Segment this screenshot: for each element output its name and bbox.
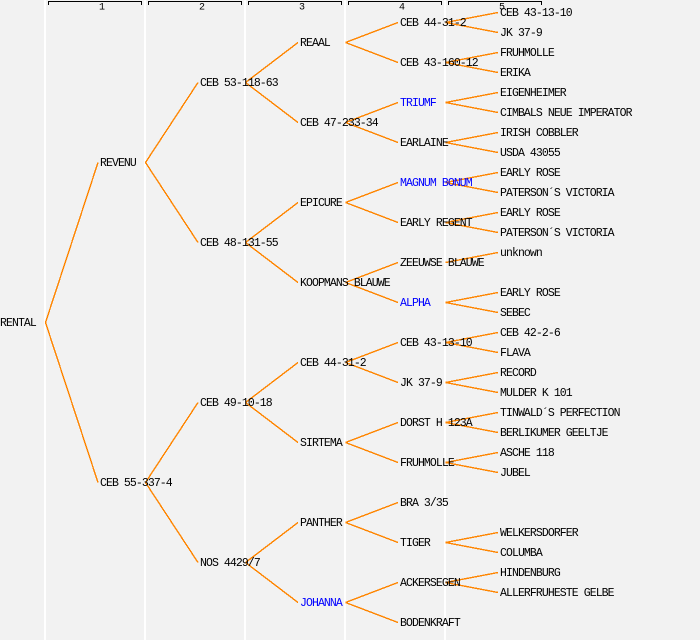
svg-text:ALPHA: ALPHA (400, 297, 431, 310)
svg-text:REVENU: REVENU (100, 157, 137, 170)
svg-text:BODENKRAFT: BODENKRAFT (400, 617, 461, 630)
svg-text:EARLY ROSE: EARLY ROSE (500, 167, 561, 180)
svg-text:ASCHE 118: ASCHE 118 (500, 447, 555, 460)
svg-text:FRUHMOLLE: FRUHMOLLE (400, 457, 455, 470)
svg-text:JK 37-9: JK 37-9 (400, 377, 443, 390)
svg-text:CEB 53-118-63: CEB 53-118-63 (200, 77, 279, 90)
svg-text:1: 1 (99, 2, 105, 13)
svg-text:JOHANNA: JOHANNA (300, 597, 343, 610)
svg-text:WELKERSDORFER: WELKERSDORFER (500, 527, 579, 540)
svg-text:4: 4 (399, 2, 405, 13)
svg-text:ZEEUWSE BLAUWE: ZEEUWSE BLAUWE (400, 257, 485, 270)
svg-text:TINWALD´S PERFECTION: TINWALD´S PERFECTION (500, 407, 620, 420)
svg-text:CEB 43-13-10: CEB 43-13-10 (400, 337, 473, 350)
svg-text:3: 3 (299, 2, 305, 13)
svg-text:FRUHMOLLE: FRUHMOLLE (500, 47, 555, 60)
svg-text:EARLY ROSE: EARLY ROSE (500, 287, 561, 300)
svg-text:MULDER K 101: MULDER K 101 (500, 387, 573, 400)
svg-text:FLAVA: FLAVA (500, 347, 531, 360)
svg-text:CEB 43-13-10: CEB 43-13-10 (500, 7, 573, 20)
svg-text:JUBEL: JUBEL (500, 467, 531, 480)
svg-text:PANTHER: PANTHER (300, 517, 343, 530)
svg-text:CEB 47-233-34: CEB 47-233-34 (300, 117, 379, 130)
svg-text:CEB 44-31-2: CEB 44-31-2 (400, 17, 467, 30)
svg-text:SEBEC: SEBEC (500, 307, 531, 320)
svg-text:CEB 55-337-4: CEB 55-337-4 (100, 477, 173, 490)
svg-text:EPICURE: EPICURE (300, 197, 343, 210)
svg-text:SIRTEMA: SIRTEMA (300, 437, 343, 450)
svg-text:RECORD: RECORD (500, 367, 537, 380)
svg-text:EARLY ROSE: EARLY ROSE (500, 207, 561, 220)
svg-text:CEB 49-10-18: CEB 49-10-18 (200, 397, 273, 410)
svg-text:5: 5 (499, 2, 505, 13)
svg-text:USDA 43055: USDA 43055 (500, 147, 561, 160)
svg-text:CIMBALS NEUE IMPERATOR: CIMBALS NEUE IMPERATOR (500, 107, 633, 120)
svg-text:BRA 3/35: BRA 3/35 (400, 497, 449, 510)
svg-text:DORST H 123A: DORST H 123A (400, 417, 473, 430)
svg-text:MAGNUM BONUM: MAGNUM BONUM (400, 177, 473, 190)
svg-text:TIGER: TIGER (400, 537, 431, 550)
svg-text:CEB 44-31-2: CEB 44-31-2 (300, 357, 367, 370)
svg-text:ERIKA: ERIKA (500, 67, 531, 80)
svg-text:2: 2 (199, 2, 205, 13)
svg-text:unknown: unknown (500, 247, 542, 260)
svg-text:NOS 4429/7: NOS 4429/7 (200, 557, 260, 570)
svg-text:EARLAINE: EARLAINE (400, 137, 449, 150)
svg-text:CEB 48-131-55: CEB 48-131-55 (200, 237, 279, 250)
svg-text:ALLERFRUHESTE GELBE: ALLERFRUHESTE GELBE (500, 587, 615, 600)
svg-text:BERLIKUMER GEELTJE: BERLIKUMER GEELTJE (500, 427, 609, 440)
svg-text:COLUMBA: COLUMBA (500, 547, 543, 560)
svg-text:CEB 43-160-12: CEB 43-160-12 (400, 57, 479, 70)
svg-text:ACKERSEGEN: ACKERSEGEN (400, 577, 460, 590)
svg-text:KOOPMANS BLAUWE: KOOPMANS BLAUWE (300, 277, 391, 290)
svg-text:CEB 42-2-6: CEB 42-2-6 (500, 327, 561, 340)
svg-text:PATERSON´S VICTORIA: PATERSON´S VICTORIA (500, 187, 615, 200)
svg-text:HINDENBURG: HINDENBURG (500, 567, 561, 580)
svg-text:RENTAL: RENTAL (0, 317, 37, 330)
svg-text:IRISH COBBLER: IRISH COBBLER (500, 127, 579, 140)
svg-text:REAAL: REAAL (300, 37, 331, 50)
svg-text:JK 37-9: JK 37-9 (500, 27, 543, 40)
svg-text:TRIUMF: TRIUMF (400, 97, 437, 110)
svg-text:EARLY REGENT: EARLY REGENT (400, 217, 473, 230)
svg-text:EIGENHEIMER: EIGENHEIMER (500, 87, 567, 100)
svg-text:PATERSON´S VICTORIA: PATERSON´S VICTORIA (500, 227, 615, 240)
